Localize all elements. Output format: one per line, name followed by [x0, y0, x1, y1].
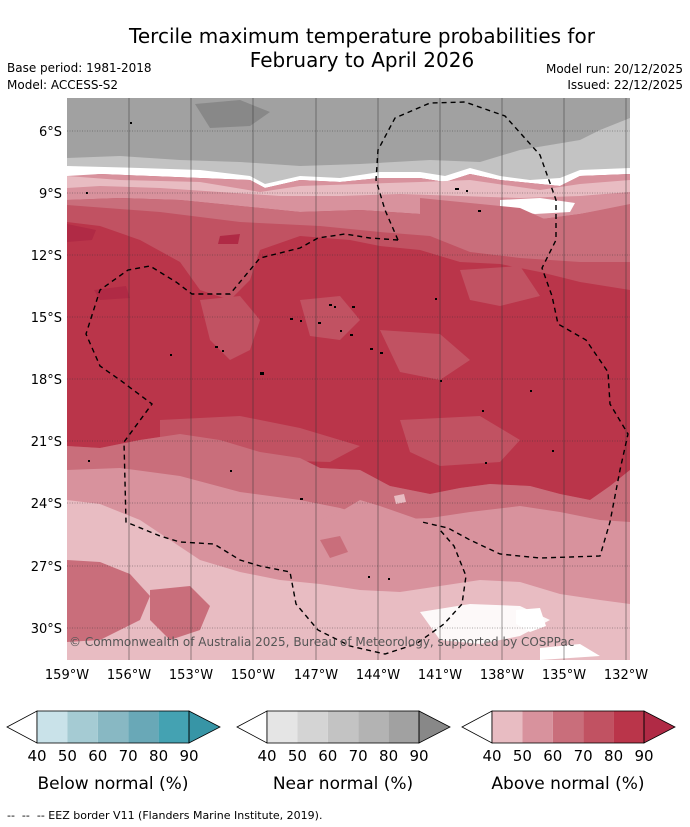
issued-date: Issued: 22/12/2025 [567, 78, 683, 92]
lon-label: 141°W [418, 668, 462, 683]
colorbar-segment [128, 711, 159, 743]
lat-label: 12°S [31, 249, 62, 264]
colorbar-segment [327, 711, 359, 743]
colorbar-segment [97, 711, 129, 743]
lat-label: 15°S [31, 311, 62, 326]
colorbar-tick: 50 [513, 747, 532, 765]
model-run: Model run: 20/12/2025 [545, 62, 683, 76]
colorbar-below-normal: 40 50 60 70 80 90 Below normal (%) [6, 710, 221, 794]
lat-label: 18°S [31, 373, 62, 388]
lon-label: 150°W [231, 668, 275, 683]
colorbar-tick: 80 [604, 747, 623, 765]
colorbar-segment [418, 710, 451, 744]
colorbar-tick: 90 [179, 747, 198, 765]
colorbar-tick: 90 [634, 747, 653, 765]
colorbar-segment [267, 711, 298, 743]
colorbar-tick: 60 [318, 747, 337, 765]
colorbar-tick: 50 [58, 747, 77, 765]
colorbar-tick: 70 [349, 747, 368, 765]
colorbar-above-normal: 40 50 60 70 80 90 Above normal (%) [461, 710, 676, 794]
colorbar-tick: 70 [119, 747, 138, 765]
colorbar-tick: 50 [288, 747, 307, 765]
colorbar-segment [67, 711, 98, 743]
colorbar-tick: 40 [257, 747, 276, 765]
colorbar-segment [583, 711, 614, 743]
lat-label: 24°S [31, 497, 62, 512]
lon-label: 147°W [294, 668, 338, 683]
lat-label: 9°S [39, 187, 62, 202]
colorbar-segment [37, 711, 68, 743]
colorbar-segment [158, 711, 189, 743]
colorbar-title: Above normal (%) [491, 774, 644, 794]
colorbar-tick: 60 [543, 747, 562, 765]
title-line-2: February to April 2026 [249, 48, 475, 72]
colorbar-segment [461, 710, 493, 744]
colorbar-segment [613, 711, 644, 743]
lon-label: 156°W [107, 668, 151, 683]
copyright-credit: © Commonwealth of Australia 2025, Bureau… [69, 635, 574, 649]
latitude-labels: 6°S 9°S 12°S 15°S 18°S 21°S 24°S 27°S 30… [31, 125, 62, 637]
longitude-labels: 159°W 156°W 153°W 150°W 147°W 144°W 141°… [45, 668, 648, 683]
base-period: Base period: 1981-2018 [7, 61, 152, 75]
colorbar-segment [236, 710, 268, 744]
colorbar-tick: 90 [409, 747, 428, 765]
colorbar-title: Below normal (%) [38, 774, 189, 794]
lat-label: 21°S [31, 435, 62, 450]
lat-label: 6°S [39, 125, 62, 140]
lon-label: 153°W [169, 668, 213, 683]
lat-label: 30°S [31, 622, 62, 637]
colorbar-tick: 80 [149, 747, 168, 765]
colorbar-tick: 80 [379, 747, 398, 765]
lon-label: 132°W [604, 668, 648, 683]
colorbar-tick: 40 [482, 747, 501, 765]
colorbar-near-normal: 40 50 60 70 80 90 Near normal (%) [236, 710, 451, 794]
colorbar-segment [388, 711, 419, 743]
colorbar-segment [522, 711, 553, 743]
colorbar-segment [6, 710, 38, 744]
lon-label: 138°W [480, 668, 524, 683]
colorbar-segment [492, 711, 523, 743]
lat-label: 27°S [31, 560, 62, 575]
colorbar-tick: 70 [574, 747, 593, 765]
eez-footnote: -- -- -- EEZ border V11 (Flanders Marine… [7, 809, 323, 822]
forecast-field [67, 98, 630, 660]
colorbar-tick: 60 [88, 747, 107, 765]
eez-border [85, 101, 629, 655]
map-title: Tercile maximum temperature probabilitie… [0, 24, 690, 72]
colorbar-segment [358, 711, 389, 743]
model-name: Model: ACCESS-S2 [7, 78, 119, 92]
colorbar-segment [643, 710, 676, 744]
map-figure: © Commonwealth of Australia 2025, Bureau… [6, 98, 676, 794]
colorbar-tick: 40 [27, 747, 46, 765]
colorbar-segment [188, 710, 221, 744]
lon-label: 144°W [356, 668, 400, 683]
colorbar-title: Near normal (%) [273, 774, 413, 794]
colorbar-segment [297, 711, 328, 743]
colorbar-segment [552, 711, 584, 743]
lon-label: 135°W [542, 668, 586, 683]
lon-label: 159°W [45, 668, 89, 683]
title-line-1: Tercile maximum temperature probabilitie… [129, 24, 595, 48]
